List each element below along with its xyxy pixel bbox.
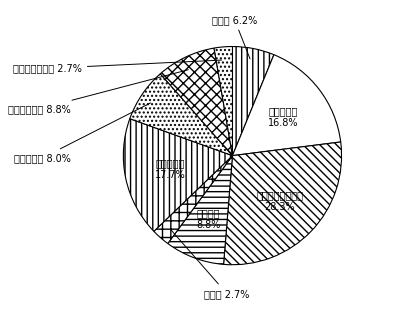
Text: 無回答 6.2%: 無回答 6.2%: [212, 15, 257, 59]
Text: ホームヘルパー 2.7%: ホームヘルパー 2.7%: [13, 60, 222, 73]
Wedge shape: [124, 119, 232, 231]
Wedge shape: [130, 74, 232, 156]
Wedge shape: [232, 46, 274, 156]
Text: 病院等 2.7%: 病院等 2.7%: [171, 230, 249, 299]
Wedge shape: [232, 55, 341, 156]
Wedge shape: [160, 48, 232, 156]
Text: テレビ等
8.8%: テレビ等 8.8%: [197, 208, 221, 230]
Text: 障害者団体
17.7%: 障害者団体 17.7%: [155, 158, 186, 180]
Wedge shape: [224, 142, 342, 265]
Wedge shape: [168, 156, 232, 264]
Wedge shape: [154, 156, 232, 244]
Text: 専門相談機関 8.8%: 専門相談機関 8.8%: [8, 70, 189, 114]
Wedge shape: [214, 46, 232, 156]
Text: 家族・親族 8.0%: 家族・親族 8.0%: [14, 103, 151, 163]
Text: 学校・職場・施設
28.3%: 学校・職場・施設 28.3%: [256, 190, 303, 212]
Text: 広報たなべ
16.8%: 広報たなべ 16.8%: [267, 106, 298, 128]
